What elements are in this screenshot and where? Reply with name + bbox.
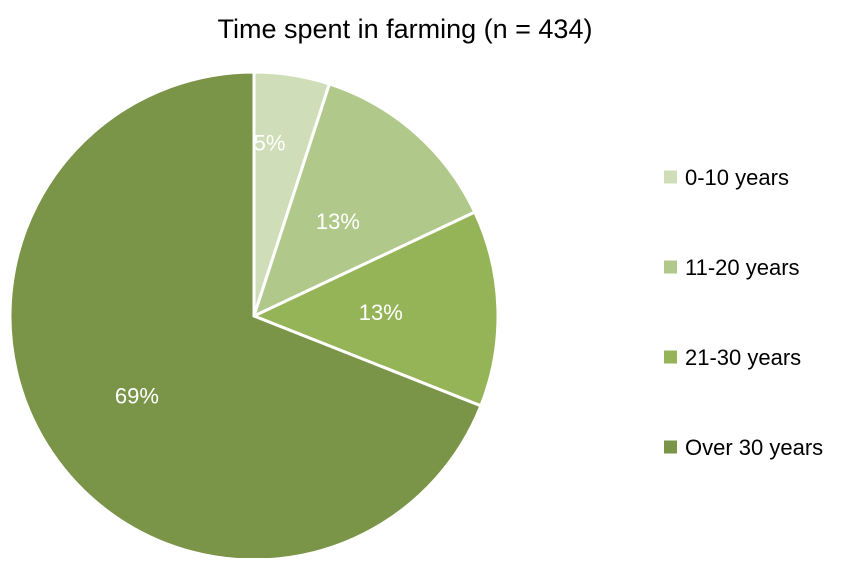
- pie-slice-over-30-years: [8, 70, 483, 562]
- pie-slice-labels: 5% 13% 13% 69%: [115, 130, 403, 408]
- pie-slices: [8, 70, 500, 562]
- slice-label-over-30-years: 69%: [115, 384, 159, 409]
- legend-swatch-11-20-years: [664, 260, 677, 274]
- pie-slice-21-30-years: [250, 210, 500, 408]
- legend-label-21-30-years: 21-30 years: [685, 345, 801, 370]
- pie-slice-11-20-years: [251, 82, 477, 319]
- legend: 0-10 years 11-20 years 21-30 years Over 30 …: [664, 165, 823, 460]
- legend-label-over-30-years: Over 30 years: [685, 435, 823, 460]
- chart-title: Time spent in farming (n = 434): [218, 14, 593, 44]
- legend-label-11-20-years: 11-20 years: [685, 255, 800, 280]
- legend-label-0-10-years: 0-10 years: [685, 165, 789, 190]
- legend-swatch-over-30-years: [664, 440, 677, 454]
- slice-label-11-20-years: 13%: [316, 209, 360, 234]
- slice-label-21-30-years: 13%: [359, 300, 403, 325]
- legend-swatch-0-10-years: [664, 170, 677, 184]
- legend-swatch-21-30-years: [664, 350, 677, 364]
- slice-label-0-10-years: 5%: [254, 130, 286, 155]
